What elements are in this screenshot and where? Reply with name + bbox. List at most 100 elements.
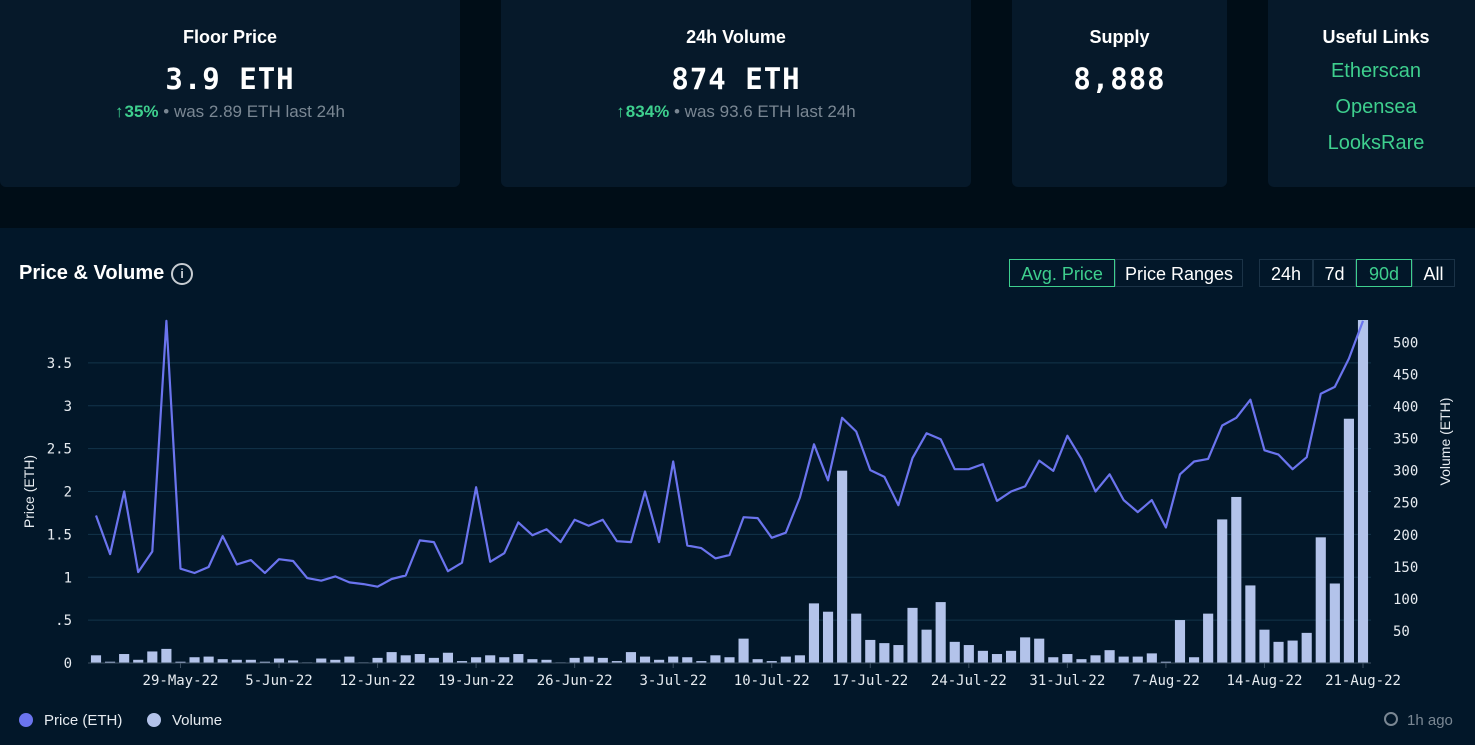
volume-bar xyxy=(330,659,341,663)
range-90d-button[interactable]: 90d xyxy=(1356,259,1412,287)
volume-bar xyxy=(1146,653,1157,663)
volume-bar xyxy=(794,655,805,663)
volume-bar xyxy=(963,645,974,663)
price-legend-dot[interactable] xyxy=(19,713,33,727)
y2-tick-label: 400 xyxy=(1393,400,1418,416)
volume-bar xyxy=(133,659,144,663)
x-tick-label: 12-Jun-22 xyxy=(340,673,416,689)
range-24h-button[interactable]: 24h xyxy=(1259,259,1313,287)
volume-title: 24h Volume xyxy=(686,27,786,47)
useful-links-card: Useful Links Etherscan Opensea LooksRare xyxy=(1268,0,1475,187)
volume-bar xyxy=(639,656,651,663)
volume-bar xyxy=(1301,632,1312,663)
y-axis-title: Price (ETH) xyxy=(21,455,37,528)
volume-bar xyxy=(414,654,425,663)
panel-title: Price & Volume xyxy=(19,262,165,284)
volume-bar xyxy=(1231,496,1242,663)
y-tick-label: 1.5 xyxy=(47,527,72,543)
volume-bar xyxy=(1020,637,1031,663)
volume-bar xyxy=(766,661,777,663)
floor-price-title: Floor Price xyxy=(182,27,278,47)
volume-bar xyxy=(513,654,524,663)
volume-bar xyxy=(1188,657,1200,663)
price-ranges-button[interactable]: Price Ranges xyxy=(1115,259,1243,287)
volume-bar xyxy=(879,643,890,663)
volume-bar xyxy=(499,657,510,663)
volume-bar xyxy=(442,652,454,663)
volume-bar xyxy=(259,661,271,663)
supply-title: Supply xyxy=(1089,27,1150,47)
volume-bar xyxy=(682,657,693,663)
volume-bar xyxy=(597,657,608,663)
volume-bar xyxy=(822,611,834,663)
floor-price-card: Floor Price 3.9 ETH ↑35% • was 2.89 ETH … xyxy=(0,0,460,187)
volume-bar xyxy=(1062,654,1073,663)
volume-bar xyxy=(273,658,285,663)
range-7d-button[interactable]: 7d xyxy=(1313,259,1356,287)
volume-bar xyxy=(837,470,848,663)
volume-bar xyxy=(316,658,327,663)
volume-value: 874 ETH xyxy=(671,62,801,96)
y-tick-label: 0 xyxy=(64,656,72,672)
volume-bar xyxy=(119,654,130,663)
volume-bar xyxy=(386,652,397,663)
floor-price-change: ↑35% • was 2.89 ETH last 24h xyxy=(0,102,460,122)
y2-tick-label: 450 xyxy=(1393,367,1418,383)
y2-tick-label: 250 xyxy=(1393,496,1418,512)
volume-bar xyxy=(1104,650,1115,663)
y-tick-label: 3.5 xyxy=(47,356,72,372)
etherscan-link[interactable]: Etherscan xyxy=(1330,60,1422,82)
volume-bar xyxy=(611,661,622,663)
volume-bar xyxy=(1217,519,1228,663)
avg-price-button[interactable]: Avg. Price xyxy=(1009,259,1115,287)
arrow-up-icon: ↑ xyxy=(616,102,625,121)
last-updated: 1h ago xyxy=(1407,712,1453,729)
volume-bar xyxy=(1203,613,1214,663)
volume-bar xyxy=(428,657,439,663)
volume-bar xyxy=(541,659,552,663)
x-tick-label: 24-Jul-22 xyxy=(931,673,1007,689)
info-icon[interactable]: i xyxy=(171,263,193,285)
price-legend-label[interactable]: Price (ETH) xyxy=(44,712,123,729)
volume-bar xyxy=(1076,659,1087,663)
volume-bar xyxy=(977,650,988,663)
price-volume-panel: Price & Volume i Avg. Price Price Ranges… xyxy=(0,228,1475,745)
y-tick-label: 2 xyxy=(64,485,72,501)
floor-price-value: 3.9 ETH xyxy=(165,62,295,96)
y2-tick-label: 350 xyxy=(1393,432,1418,448)
y2-tick-label: 300 xyxy=(1393,464,1418,480)
floor-price-pct: 35% xyxy=(124,102,159,121)
supply-card: Supply 8,888 xyxy=(1012,0,1227,187)
volume-bar xyxy=(1160,661,1171,663)
volume-change: ↑834% • was 93.6 ETH last 24h xyxy=(501,102,971,122)
y2-tick-label: 500 xyxy=(1393,335,1418,351)
range-all-button[interactable]: All xyxy=(1412,259,1455,287)
volume-bar xyxy=(471,657,482,663)
volume-bar xyxy=(161,648,172,663)
volume-legend-dot[interactable] xyxy=(147,713,161,727)
volume-bar xyxy=(583,656,594,663)
volume-bar xyxy=(991,654,1003,663)
volume-bar xyxy=(851,613,862,663)
x-tick-label: 14-Aug-22 xyxy=(1227,673,1303,689)
volume-legend-label[interactable]: Volume xyxy=(172,712,223,729)
clock-icon xyxy=(1384,712,1398,726)
volume-bar xyxy=(231,659,242,663)
volume-bar xyxy=(217,659,228,663)
volume-bar xyxy=(1357,320,1369,663)
arrow-up-icon: ↑ xyxy=(115,102,124,121)
volume-bar xyxy=(1245,585,1256,663)
volume-bar xyxy=(90,655,102,663)
x-tick-label: 10-Jul-22 xyxy=(734,673,810,689)
opensea-link[interactable]: Opensea xyxy=(1335,96,1417,118)
price-line xyxy=(94,319,1365,588)
volume-bar xyxy=(1287,640,1298,663)
y-tick-label: 1 xyxy=(64,570,72,586)
volume-bar xyxy=(738,638,749,663)
volume-bar xyxy=(808,603,820,663)
looksrare-link[interactable]: LooksRare xyxy=(1327,132,1425,154)
x-tick-label: 5-Jun-22 xyxy=(245,673,312,689)
volume-bar xyxy=(1005,650,1017,663)
y-tick-label: .5 xyxy=(55,613,72,629)
separator: • xyxy=(158,102,174,121)
